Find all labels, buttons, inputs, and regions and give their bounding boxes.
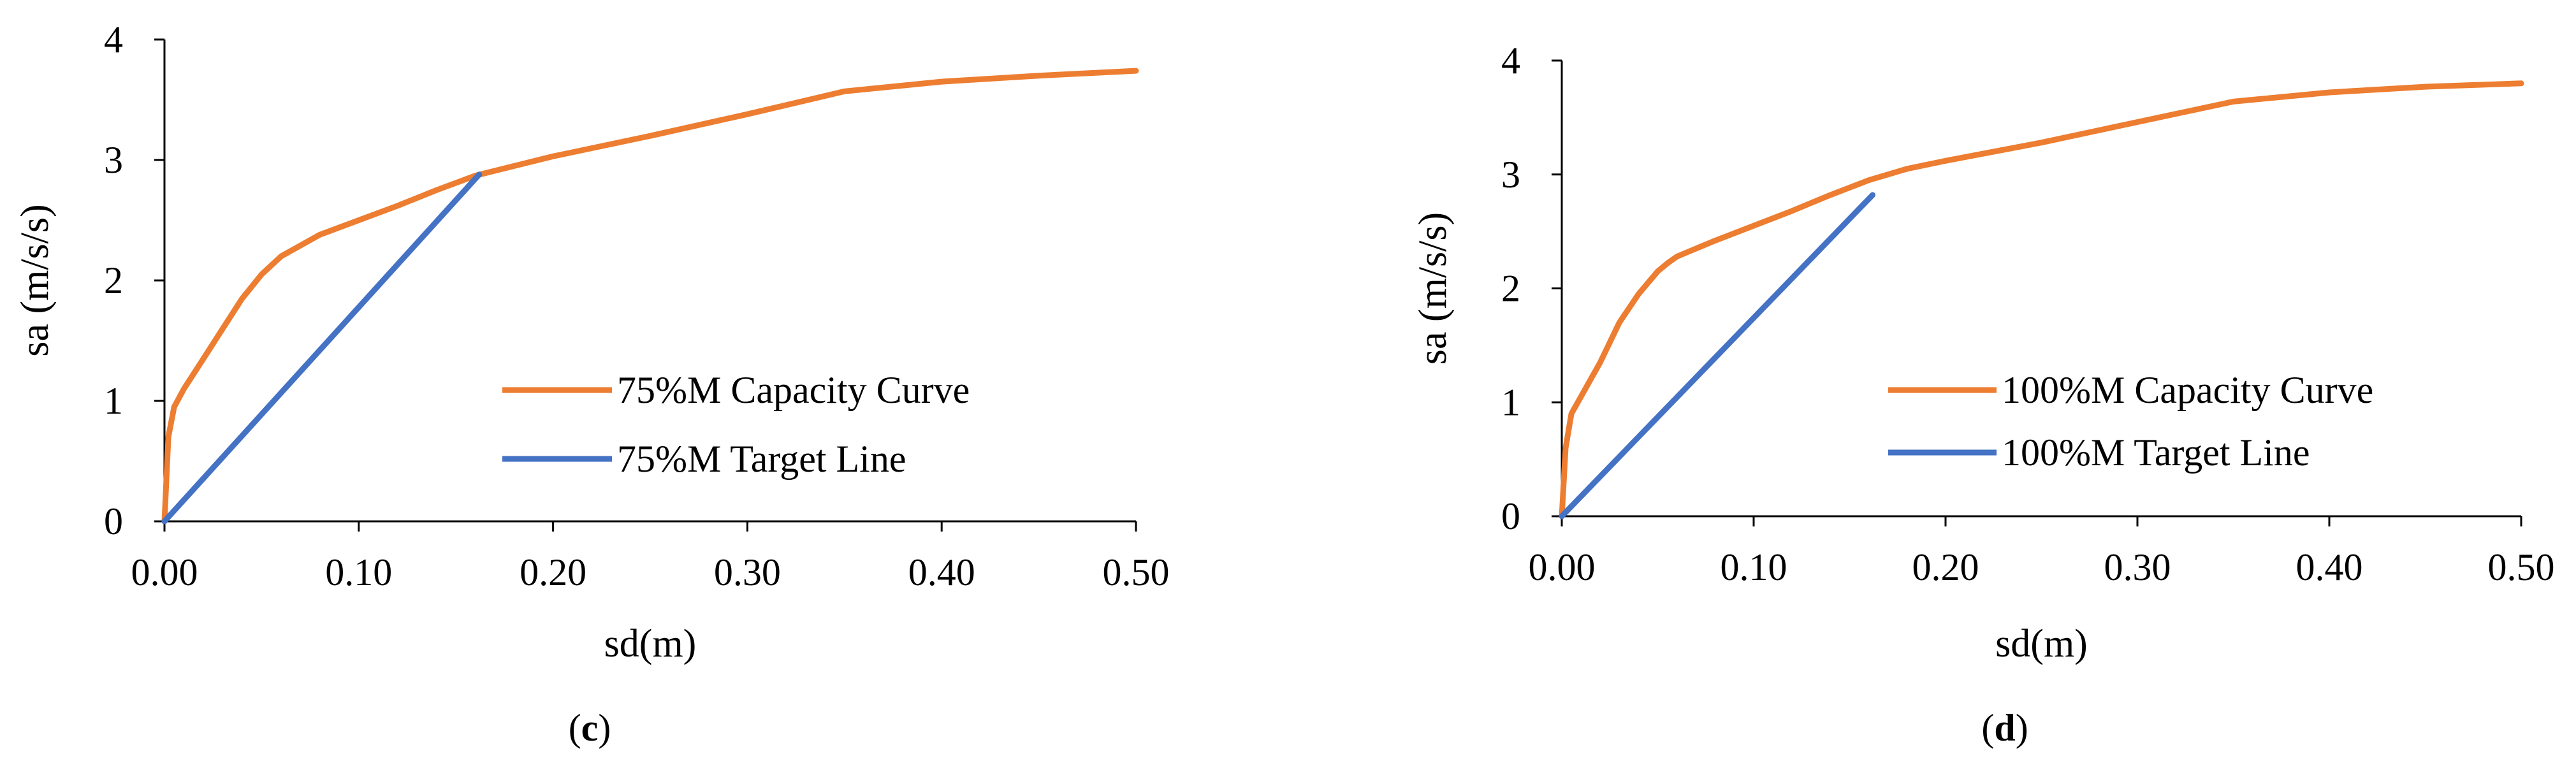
- y-tick-label: 0: [104, 500, 123, 542]
- x-axis-label: sd(m): [604, 622, 697, 665]
- panel-label-open-paren: (: [1981, 707, 1994, 749]
- panel-label-letter: c: [581, 707, 599, 749]
- y-tick-label: 0: [1501, 495, 1520, 537]
- legend-label-capacity-curve: 100%M Capacity Curve: [2002, 369, 2373, 411]
- y-tick-label: 2: [104, 259, 123, 301]
- legend-label-target-line: 75%M Target Line: [617, 438, 906, 480]
- x-tick-label: 0.50: [1103, 551, 1170, 593]
- chart-panel-d: 0.00 0.10 0.20 0.30 0.40 0.50 0 1 2 3 4 sd(m) sa (m/…: [1411, 40, 2555, 749]
- y-axis-label: sa (m/s/s): [1411, 212, 1455, 365]
- panel-label-open-paren: (: [569, 707, 581, 749]
- panel-label-close-paren: ): [598, 707, 611, 749]
- panel-label: (c): [569, 707, 611, 749]
- y-tick-label: 1: [104, 380, 123, 422]
- x-tick-label: 0.40: [2296, 546, 2363, 588]
- x-tick-label: 0.50: [2488, 546, 2555, 588]
- x-tick-label: 0.30: [714, 551, 781, 593]
- capacity-curve-line: [1559, 80, 2524, 519]
- target-line: [1559, 192, 1876, 519]
- panel-label-letter: d: [1994, 707, 2015, 749]
- y-tick-label: 2: [1501, 268, 1520, 310]
- x-tick-label: 0.20: [520, 551, 586, 593]
- x-tick-label: 0.40: [908, 551, 975, 593]
- x-tick-label: 0.10: [1721, 546, 1787, 588]
- x-tick-label: 0.10: [325, 551, 392, 593]
- legend-label-target-line: 100%M Target Line: [2002, 431, 2310, 474]
- y-axis-label: sa (m/s/s): [13, 204, 57, 356]
- x-tick-label: 0.00: [1529, 546, 1596, 588]
- y-tick-label: 3: [104, 139, 123, 181]
- y-tick-label: 4: [104, 18, 123, 61]
- x-axis-label: sd(m): [1995, 622, 2088, 665]
- legend: 75%M Capacity Curve 75%M Target Line: [502, 369, 970, 480]
- x-tick-label: 0.20: [1912, 546, 1979, 588]
- target-line: [161, 171, 483, 525]
- legend: 100%M Capacity Curve 100%M Target Line: [1888, 369, 2373, 474]
- x-tick-label: 0.30: [2104, 546, 2171, 588]
- panel-label-close-paren: ): [2016, 707, 2028, 749]
- x-tick-label: 0.00: [131, 551, 198, 593]
- y-tick-label: 1: [1501, 381, 1520, 423]
- y-tick-label: 4: [1501, 40, 1520, 82]
- legend-label-capacity-curve: 75%M Capacity Curve: [617, 369, 970, 411]
- chart-panel-c: 0.00 0.10 0.20 0.30 0.40 0.50 0 1 2 3 4 sd(m) sa (m/…: [13, 18, 1170, 749]
- y-tick-label: 3: [1501, 154, 1520, 196]
- panel-label: (d): [1981, 707, 2028, 749]
- capacity-curve-line: [161, 68, 1139, 525]
